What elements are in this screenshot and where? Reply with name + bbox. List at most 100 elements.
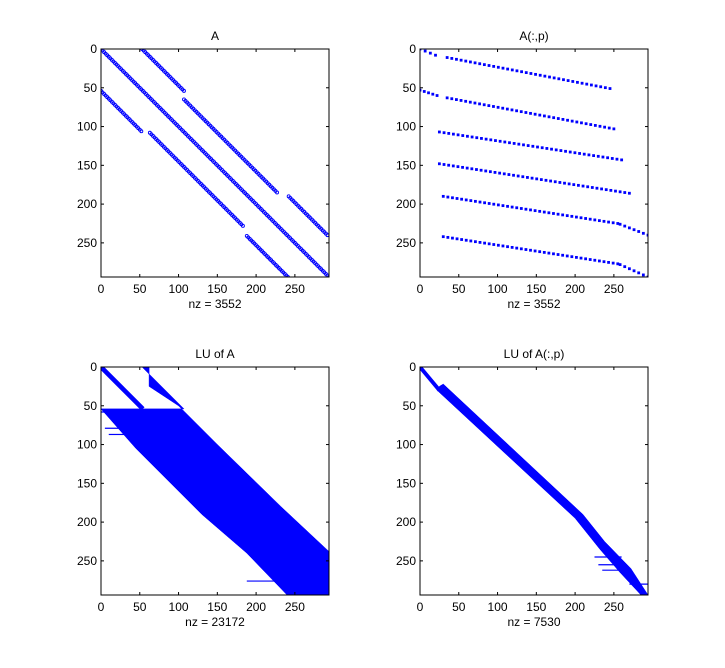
nonzero-marker — [533, 112, 537, 116]
y-tick-label: 100 — [77, 438, 97, 452]
nonzero-marker — [556, 253, 560, 256]
y-tick-label: 0 — [90, 42, 97, 56]
nonzero-marker — [464, 59, 468, 63]
nonzero-marker — [428, 51, 432, 55]
nonzero-marker — [520, 70, 523, 74]
nonzero-marker — [496, 105, 500, 109]
nonzero-marker — [503, 140, 507, 144]
nonzero-marker — [584, 217, 588, 220]
nonzero-segment — [618, 222, 648, 237]
nonzero-marker — [531, 144, 535, 148]
nonzero-marker — [501, 66, 505, 70]
nonzero-marker — [492, 105, 495, 108]
nonzero-marker — [450, 57, 454, 60]
y-tick-label: 100 — [396, 438, 416, 452]
nonzero-marker — [572, 183, 576, 187]
nonzero-marker — [545, 147, 549, 150]
x-tick-label: 200 — [565, 282, 585, 296]
nonzero-marker — [552, 116, 556, 120]
nonzero-marker — [575, 120, 579, 124]
nonzero-marker — [434, 53, 437, 57]
axes-frame — [419, 48, 649, 278]
nonzero-segment — [420, 49, 437, 57]
nonzero-marker — [577, 183, 580, 187]
nonzero-marker — [492, 202, 496, 206]
nonzero-marker — [487, 64, 491, 67]
x-axis-label: nz = 3552 — [188, 297, 241, 311]
nonzero-marker — [573, 151, 577, 155]
nonzero-segment — [147, 130, 245, 228]
nonzero-marker — [492, 243, 496, 246]
nonzero-marker — [459, 58, 463, 62]
nonzero-marker — [556, 212, 560, 216]
axes-frame — [100, 48, 330, 278]
nonzero-marker — [585, 82, 589, 86]
nonzero-marker — [473, 61, 477, 65]
x-axis-label: nz = 7530 — [507, 615, 560, 629]
nonzero-marker — [464, 238, 468, 242]
nonzero-marker — [455, 57, 458, 61]
nonzero-marker — [564, 149, 567, 153]
nonzero-marker — [435, 94, 439, 97]
nonzero-marker — [526, 144, 530, 147]
nonzero-marker — [507, 173, 511, 176]
nonzero-marker — [559, 149, 563, 152]
nonzero-marker — [446, 235, 450, 239]
plot-area — [420, 49, 648, 277]
nonzero-marker — [602, 260, 606, 264]
y-tick-label: 200 — [396, 515, 416, 529]
nonzero-marker — [561, 117, 565, 121]
y-tick-label: 200 — [77, 197, 97, 211]
sparsity-pattern — [101, 367, 329, 595]
nonzero-marker — [519, 247, 523, 251]
nonzero-marker — [437, 130, 441, 134]
nonzero-marker — [543, 74, 547, 78]
nonzero-marker — [618, 222, 622, 226]
nonzero-marker — [464, 198, 468, 202]
x-tick-label: 0 — [417, 600, 424, 614]
nonzero-marker — [646, 233, 648, 237]
nonzero-marker — [552, 212, 555, 215]
nonzero-marker — [465, 166, 469, 170]
nonzero-marker — [593, 258, 597, 262]
nonzero-marker — [593, 218, 597, 222]
nonzero-marker — [512, 173, 515, 177]
nonzero-marker — [494, 139, 497, 142]
nonzero-marker — [455, 98, 458, 101]
nonzero-marker — [456, 133, 460, 137]
nonzero-marker — [510, 245, 514, 249]
x-axis-label: nz = 23172 — [185, 615, 245, 629]
nonzero-marker — [478, 240, 482, 244]
nonzero-marker — [607, 260, 610, 264]
nonzero-marker — [566, 118, 569, 122]
nonzero-marker — [561, 253, 565, 257]
nonzero-marker — [592, 154, 595, 158]
nonzero-marker — [554, 148, 558, 152]
nonzero-marker — [524, 111, 528, 114]
nonzero-marker — [452, 132, 455, 136]
nonzero-marker — [614, 189, 617, 193]
nonzero-marker — [576, 80, 579, 84]
y-tick-label: 0 — [409, 42, 416, 56]
y-tick-label: 200 — [396, 197, 416, 211]
nonzero-marker — [594, 84, 598, 88]
nonzero-marker — [483, 201, 486, 205]
y-tick-label: 100 — [396, 120, 416, 134]
nonzero-marker — [484, 169, 488, 173]
nonzero-segment — [441, 235, 620, 266]
spy-panel-2: 0 0 50 50 100 100 150 150 200 200 250 250 LU of A nz … — [77, 347, 330, 629]
nonzero-marker — [578, 152, 581, 155]
nonzero-segment — [437, 162, 631, 195]
nonzero-marker — [512, 142, 516, 145]
nonzero-marker — [519, 110, 523, 114]
nonzero-marker — [595, 186, 599, 190]
nonzero-marker — [548, 75, 551, 79]
nonzero-marker — [563, 181, 566, 185]
nonzero-marker — [483, 241, 486, 245]
nonzero-marker — [482, 103, 486, 107]
x-tick-label: 0 — [98, 282, 105, 296]
nonzero-marker — [556, 117, 560, 120]
nonzero-marker — [590, 186, 594, 189]
nonzero-marker — [450, 97, 454, 101]
